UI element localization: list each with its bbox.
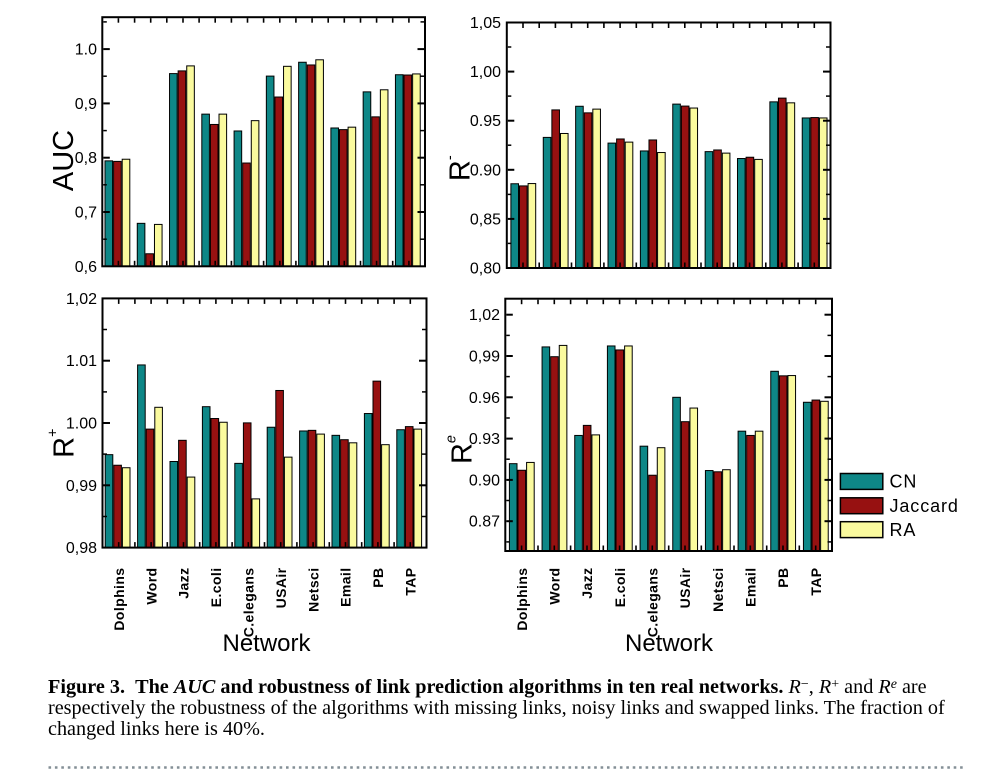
svg-text:Jazz: Jazz <box>579 568 595 599</box>
svg-text:1,05: 1,05 <box>470 15 501 32</box>
svg-text:0,6: 0,6 <box>75 259 97 276</box>
svg-text:TAP: TAP <box>808 568 824 596</box>
svg-text:0,7: 0,7 <box>75 205 97 222</box>
svg-text:Network: Network <box>222 630 311 657</box>
svg-text:0.95: 0.95 <box>470 113 501 130</box>
svg-text:PB: PB <box>370 568 386 588</box>
svg-text:E.coli: E.coli <box>208 568 224 608</box>
svg-text:0,9: 0,9 <box>75 96 97 113</box>
svg-text:R-: R- <box>443 155 477 181</box>
svg-text:0,8: 0,8 <box>75 150 97 167</box>
svg-text:PB: PB <box>775 568 791 588</box>
svg-text:0,99: 0,99 <box>469 349 500 366</box>
svg-text:1,02: 1,02 <box>469 307 500 324</box>
svg-text:C.elegans: C.elegans <box>645 568 661 638</box>
svg-text:USAir: USAir <box>677 567 693 608</box>
svg-text:Jaccard: Jaccard <box>890 496 959 516</box>
svg-text:0.93: 0.93 <box>469 431 500 448</box>
svg-text:USAir: USAir <box>273 567 289 608</box>
svg-text:0,80: 0,80 <box>470 261 501 278</box>
svg-text:Netsci: Netsci <box>710 568 726 612</box>
svg-text:1.01: 1.01 <box>66 353 97 370</box>
svg-text:R+: R+ <box>46 428 81 457</box>
svg-text:Netsci: Netsci <box>305 568 321 612</box>
svg-text:Word: Word <box>547 568 563 605</box>
svg-text:Jazz: Jazz <box>176 568 192 599</box>
svg-text:Email: Email <box>743 568 759 607</box>
svg-text:0.96: 0.96 <box>469 390 500 407</box>
svg-text:RA: RA <box>890 520 917 540</box>
svg-text:AUC: AUC <box>48 130 80 191</box>
svg-text:C.elegans: C.elegans <box>241 568 257 638</box>
svg-text:Email: Email <box>338 568 354 607</box>
svg-text:Dolphins: Dolphins <box>111 568 127 631</box>
svg-text:1,00: 1,00 <box>470 64 501 81</box>
svg-text:Dolphins: Dolphins <box>514 568 530 631</box>
svg-text:0.90: 0.90 <box>470 162 501 179</box>
svg-text:0.87: 0.87 <box>469 514 500 531</box>
svg-text:1.00: 1.00 <box>66 416 97 433</box>
svg-text:Word: Word <box>143 568 159 605</box>
svg-text:Network: Network <box>625 630 714 657</box>
svg-text:1.0: 1.0 <box>75 42 97 59</box>
svg-text:0.90: 0.90 <box>469 472 500 489</box>
svg-text:0,85: 0,85 <box>470 211 501 228</box>
svg-text:CN: CN <box>890 472 918 492</box>
svg-text:TAP: TAP <box>403 568 419 596</box>
svg-text:E.coli: E.coli <box>612 568 628 608</box>
svg-text:0,98: 0,98 <box>66 540 97 557</box>
svg-text:1,02: 1,02 <box>66 291 97 308</box>
svg-text:0,99: 0,99 <box>66 478 97 495</box>
